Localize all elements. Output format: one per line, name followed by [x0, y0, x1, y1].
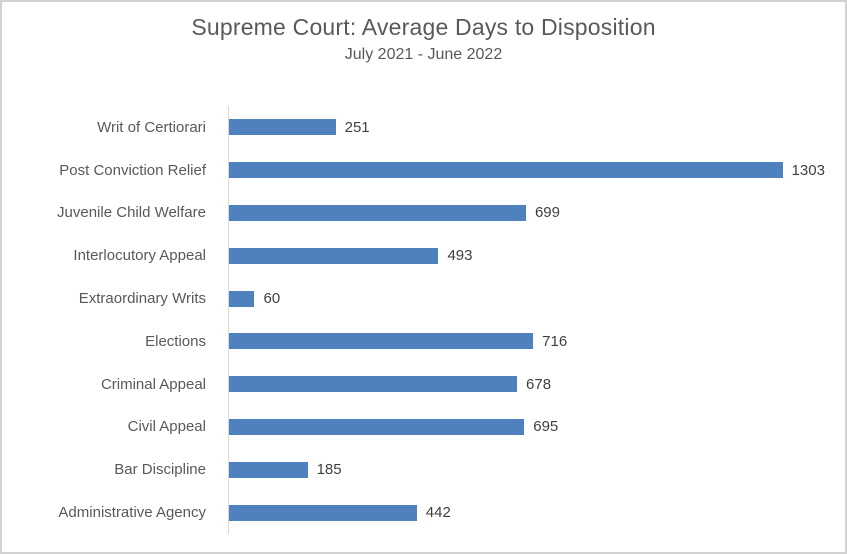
category-label: Writ of Certiorari — [97, 118, 206, 136]
bar-area: 716 — [228, 319, 845, 363]
bar-area: 60 — [228, 277, 845, 320]
category-label: Extraordinary Writs — [78, 290, 206, 308]
bar-area: 185 — [228, 448, 845, 492]
data-bar — [229, 290, 255, 307]
bar-area: 1303 — [228, 148, 845, 192]
bar-area: 678 — [228, 362, 845, 406]
chart-row: Bar Discipline 185 — [2, 448, 845, 492]
chart-row: Juvenile Child Welfare 699 — [2, 191, 845, 235]
chart-row: Elections 716 — [2, 319, 845, 363]
bar-area: 493 — [228, 234, 845, 278]
value-label: 185 — [316, 461, 342, 479]
data-bar — [229, 461, 308, 478]
bar-area: 442 — [228, 491, 845, 534]
chart-row: Post Conviction Relief 1303 — [2, 148, 845, 192]
chart-row: Criminal Appeal 678 — [2, 362, 845, 406]
data-bar — [229, 162, 783, 179]
data-bar — [229, 119, 336, 136]
chart-subtitle: July 2021 - June 2022 — [344, 46, 503, 63]
value-label: 678 — [526, 375, 552, 393]
data-bar — [229, 204, 526, 221]
value-label: 699 — [534, 204, 560, 222]
value-label: 493 — [447, 247, 473, 265]
data-bar — [229, 333, 534, 350]
bar-area: 699 — [228, 191, 845, 235]
category-label: Criminal Appeal — [100, 375, 206, 393]
category-label: Civil Appeal — [127, 418, 206, 436]
chart-row: Writ of Certiorari 251 — [2, 106, 845, 149]
category-label: Administrative Agency — [58, 504, 206, 522]
value-label: 695 — [533, 418, 559, 436]
value-label: 716 — [542, 332, 568, 350]
data-bar — [229, 247, 439, 264]
bar-area: 251 — [228, 106, 845, 149]
bar-chart-plot-area: Writ of Certiorari 251 Post Conviction Rel… — [2, 106, 845, 534]
bar-area: 695 — [228, 405, 845, 449]
category-label: Bar Discipline — [114, 461, 206, 479]
chart-header: Supreme Court: Average Days to Dispositi… — [2, 2, 845, 64]
category-label: Elections — [145, 332, 206, 350]
chart-row: Interlocutory Appeal 493 — [2, 234, 845, 278]
chart-title: Supreme Court: Average Days to Dispositi… — [191, 14, 656, 40]
value-label: 251 — [344, 118, 370, 136]
value-label: 1303 — [791, 161, 825, 179]
data-bar — [229, 504, 417, 521]
category-label: Interlocutory Appeal — [73, 247, 206, 265]
value-label: 442 — [425, 504, 451, 522]
data-bar — [229, 376, 518, 393]
data-bar — [229, 418, 525, 435]
chart-row: Extraordinary Writs 60 — [2, 277, 845, 320]
chart-row: Administrative Agency 442 — [2, 491, 845, 534]
chart-row: Civil Appeal 695 — [2, 405, 845, 449]
category-label: Juvenile Child Welfare — [57, 204, 206, 222]
value-label: 60 — [263, 290, 281, 308]
category-label: Post Conviction Relief — [59, 161, 206, 179]
